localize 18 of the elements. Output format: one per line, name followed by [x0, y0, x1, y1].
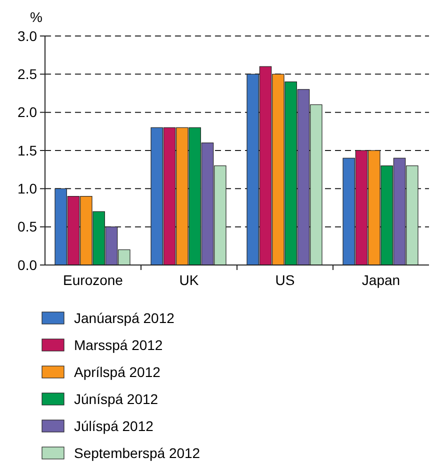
- legend-label: Júníspá 2012: [74, 391, 158, 407]
- y-tick-label: 3.0: [18, 28, 38, 44]
- y-tick-label: 1.0: [18, 180, 38, 197]
- legend-label: Júlíspá 2012: [74, 418, 154, 434]
- y-tick-label: 1.5: [18, 142, 38, 158]
- y-tick-label: 2.0: [18, 104, 38, 120]
- x-tick-label: US: [275, 272, 295, 288]
- legend-label: Janúarspá 2012: [74, 310, 175, 326]
- legend-label: Aprílspá 2012: [74, 364, 161, 380]
- x-tick-label: UK: [179, 272, 200, 288]
- legend-label: Marsspá 2012: [74, 337, 163, 353]
- legend-label: Septemberspá 2012: [74, 445, 200, 461]
- y-tick-label: 0.0: [18, 256, 38, 273]
- y-tick-label: 0.5: [18, 218, 38, 235]
- y-axis-title: %: [30, 9, 42, 25]
- y-tick-label: 2.5: [18, 66, 38, 82]
- x-tick-label: Eurozone: [63, 272, 124, 288]
- x-tick-label: Japan: [362, 272, 400, 288]
